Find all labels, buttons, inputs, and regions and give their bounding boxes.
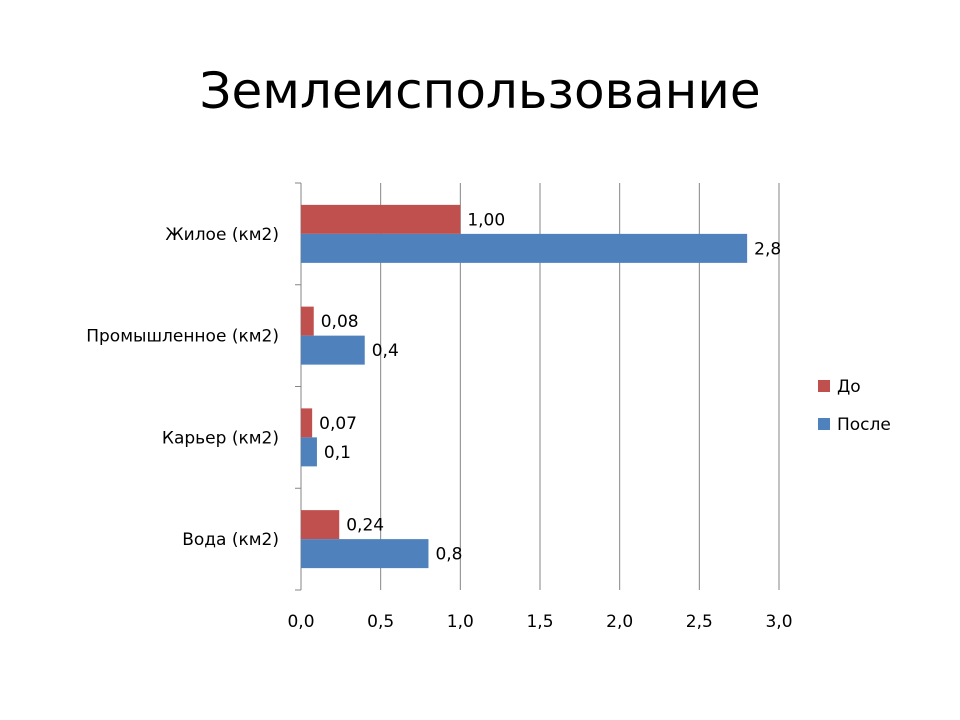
category-label: Промышленное (км2): [86, 327, 279, 347]
data-label: 1,00: [467, 210, 505, 230]
x-tick-label: 0,5: [367, 612, 394, 632]
legend-swatch: [818, 418, 830, 430]
bar-До: [301, 204, 461, 234]
bar-После: [301, 539, 429, 569]
x-tick-label: 1,0: [447, 612, 474, 632]
legend-label: После: [837, 415, 891, 435]
data-label: 0,1: [324, 443, 351, 463]
axes: 0,0 0,5 1,0 1,5 2,0 2,5 3,0 Вода (км2) Карьер (к…: [86, 182, 793, 632]
x-tick-label: 2,0: [606, 612, 633, 632]
bar-После: [301, 437, 317, 467]
data-label: 0,07: [319, 414, 357, 434]
slide-title: Землеиспользование: [199, 62, 761, 120]
x-tick-label: 0,0: [287, 612, 314, 632]
bar-До: [301, 510, 340, 540]
bar-До: [301, 306, 314, 336]
category-label: Карьер (км2): [162, 428, 279, 448]
data-label: 0,08: [321, 312, 359, 332]
legend: До После: [818, 377, 891, 435]
x-tick-label: 1,5: [526, 612, 553, 632]
bars: [301, 204, 748, 569]
category-label: Жилое (км2): [165, 225, 279, 245]
legend-label: До: [837, 377, 861, 397]
bar-После: [301, 335, 365, 365]
bar-До: [301, 408, 313, 438]
data-label: 0,8: [435, 545, 462, 565]
x-tick-label: 2,5: [686, 612, 713, 632]
category-label: Вода (км2): [182, 530, 279, 550]
legend-swatch: [818, 380, 830, 392]
data-label: 2,8: [754, 239, 781, 259]
data-label: 0,4: [372, 341, 399, 361]
bar-После: [301, 233, 748, 263]
data-labels: 0,24 0,8 0,07 0,1 0,08 0,4 1,00 2,8: [319, 210, 781, 564]
data-label: 0,24: [346, 516, 384, 536]
x-tick-label: 3,0: [765, 612, 792, 632]
